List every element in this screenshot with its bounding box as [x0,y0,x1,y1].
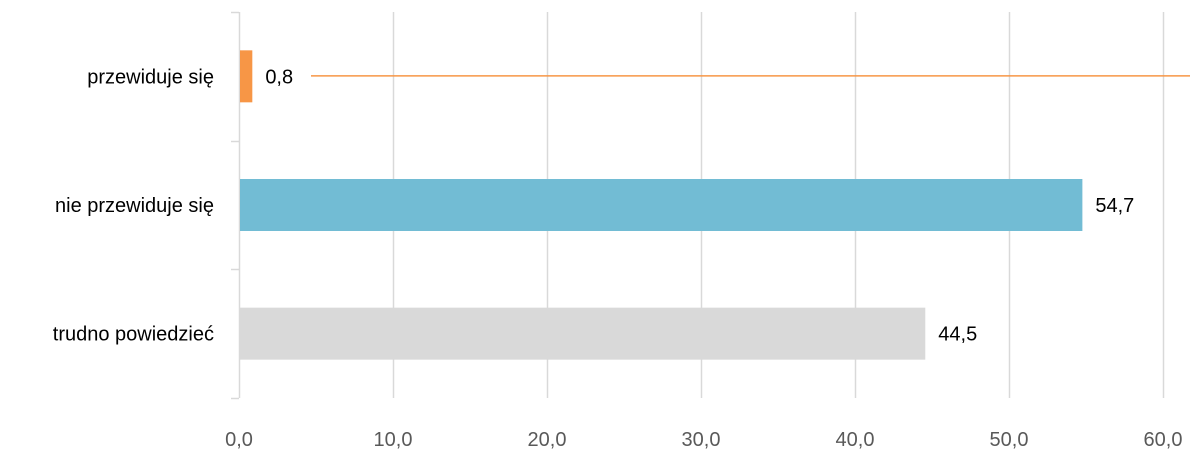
x-tick-label: 10,0 [374,429,413,450]
x-tick-label: 50,0 [990,429,1029,450]
x-tick-label: 30,0 [682,429,721,450]
bar-3 [240,307,926,360]
category-label: przewiduje się [87,66,214,88]
x-tick-label: 60,0 [1144,429,1183,450]
value-label: 44,5 [938,324,977,346]
x-tick-label: 20,0 [528,429,567,450]
bar-1 [240,50,253,103]
value-label: 54,7 [1095,195,1134,217]
category-label: nie przewiduje się [55,195,214,217]
value-label: 0,8 [265,66,293,88]
bar-2 [240,179,1083,231]
x-tick-label: 40,0 [836,429,875,450]
x-tick-label: 0,0 [225,429,253,450]
category-label: trudno powiedzieć [53,324,214,346]
